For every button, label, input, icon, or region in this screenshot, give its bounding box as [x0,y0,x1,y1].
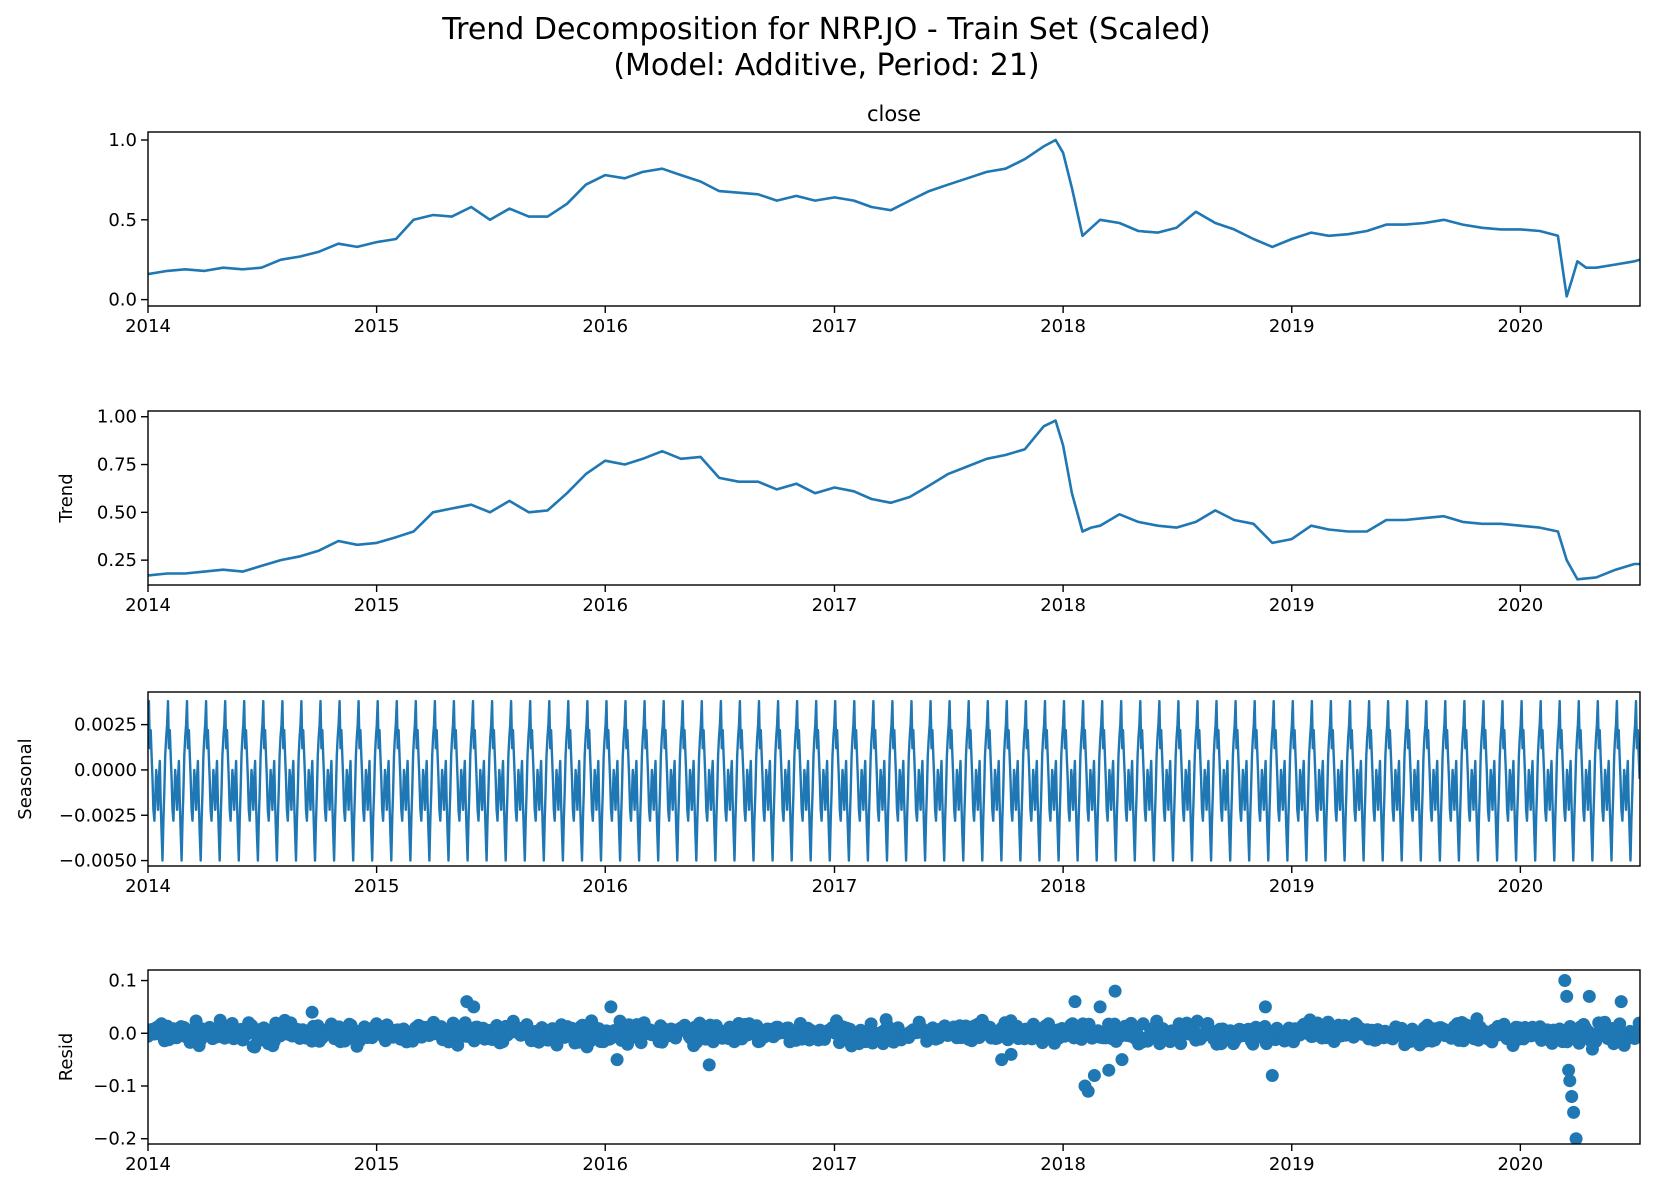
resid-point [1087,1069,1101,1082]
y-axis-label: Trend [56,473,77,523]
resid-point [1558,974,1572,987]
y-tick-label: 0.0025 [74,715,137,736]
y-tick-label: −0.0025 [59,805,137,826]
seasonal-line [148,699,1640,862]
x-tick-label: 2017 [812,876,858,897]
x-tick-label: 2020 [1497,1154,1543,1175]
y-tick-label: −0.1 [93,1076,137,1097]
resid-point [702,1058,716,1072]
x-tick-label: 2015 [354,595,400,616]
resid-point [1582,989,1596,1003]
resid-point [1632,1016,1640,1030]
y-tick-label: 0.50 [97,502,137,523]
resid-point [1265,1069,1279,1082]
x-tick-label: 2020 [1497,316,1543,337]
x-tick-label: 2020 [1497,595,1543,616]
plot-area [148,699,1640,862]
resid-point [876,1037,890,1051]
y-tick-label: 0.25 [97,550,137,571]
x-tick-label: 2019 [1269,1154,1315,1175]
resid-point [1614,995,1628,1009]
resid-point [604,1000,618,1014]
resid-point [1567,1105,1581,1119]
x-tick-label: 2019 [1269,876,1315,897]
x-tick-label: 2015 [354,316,400,337]
series-line [148,138,1640,298]
x-tick-label: 2016 [582,316,628,337]
resid-point [1585,1042,1599,1056]
x-tick-label: 2019 [1269,316,1315,337]
x-tick-label: 2015 [354,1154,400,1175]
plot-area [148,138,1640,298]
y-axis-label: Resid [56,1033,77,1082]
x-tick-label: 2015 [354,876,400,897]
resid-point [1115,1053,1129,1067]
resid-point [1613,1017,1627,1031]
resid-point [1565,1090,1579,1103]
resid-point [1004,1047,1018,1061]
panel-resid: 2014 2015 2016 2017 2018 2019 2020 0.1 0.0 −0.1 −0… [56,969,1641,1175]
y-tick-label: 0.0 [108,1023,137,1044]
x-tick-label: 2017 [812,1154,858,1175]
x-tick-label: 2014 [125,876,171,897]
y-tick-label: 0.1 [108,971,137,992]
y-tick-label: 0.0 [108,290,137,311]
x-tick-label: 2016 [582,1154,628,1175]
x-tick-label: 2019 [1269,595,1315,616]
x-tick-label: 2016 [582,876,628,897]
panel-trend: 2014 2015 2016 2017 2018 2019 2020 0.25 0.50 0.75… [56,407,1641,616]
x-tick-label: 2017 [812,316,858,337]
resid-point [1562,1063,1576,1077]
resid-point [305,1005,319,1019]
axes-frame [147,969,1641,1145]
figure-title-line-1: Trend Decomposition for NRP.JO - Train S… [442,12,1211,47]
axes-frame [147,131,1641,307]
y-tick-label: 0.0000 [74,760,137,781]
y-tick-label: 1.0 [108,130,137,151]
panel-close: 2014 2015 2016 2017 2018 2019 2020 0.0 0.5 1.0 clo… [108,102,1641,337]
y-tick-label: −0.0050 [59,851,137,872]
panel-seasonal: 2014 2015 2016 2017 2018 2019 2020 0.0025 0.0000… [15,691,1641,897]
axes-frame [147,410,1641,586]
x-tick-label: 2014 [125,316,171,337]
resid-point [1258,1000,1272,1014]
resid-point [634,1036,648,1050]
resid-point [1102,1063,1116,1077]
x-tick-label: 2014 [125,595,171,616]
y-tick-label: −0.2 [93,1129,137,1150]
residual-points [148,974,1640,1144]
resid-point [1108,984,1122,998]
y-tick-label: 0.5 [108,210,137,231]
resid-point [610,1053,624,1067]
plot-area [148,419,1640,581]
y-axis-label: Seasonal [15,738,36,819]
x-tick-label: 2018 [1040,1154,1086,1175]
figure-title-line-2: (Model: Additive, Period: 21) [613,48,1040,83]
resid-point [1560,989,1574,1003]
panel-title: close [867,102,921,126]
resid-point [1174,1037,1188,1051]
resid-point [1631,1029,1640,1043]
resid-point [1563,1074,1577,1088]
resid-point [1569,1132,1583,1144]
y-tick-label: 0.75 [97,455,137,476]
axes-frame [147,691,1641,867]
resid-point [1081,1084,1095,1098]
x-tick-label: 2017 [812,595,858,616]
series-line [148,419,1640,581]
resid-point [864,1017,878,1031]
resid-point [1068,995,1082,1009]
resid-point [1093,1000,1107,1014]
x-tick-label: 2018 [1040,876,1086,897]
x-tick-label: 2018 [1040,595,1086,616]
plot-area [148,974,1640,1144]
resid-point [467,1000,481,1014]
x-tick-label: 2020 [1497,876,1543,897]
x-tick-label: 2018 [1040,316,1086,337]
x-tick-label: 2016 [582,595,628,616]
x-tick-label: 2014 [125,1154,171,1175]
figure-title: Trend Decomposition for NRP.JO - Train S… [0,12,1653,84]
y-tick-label: 1.00 [97,407,137,428]
